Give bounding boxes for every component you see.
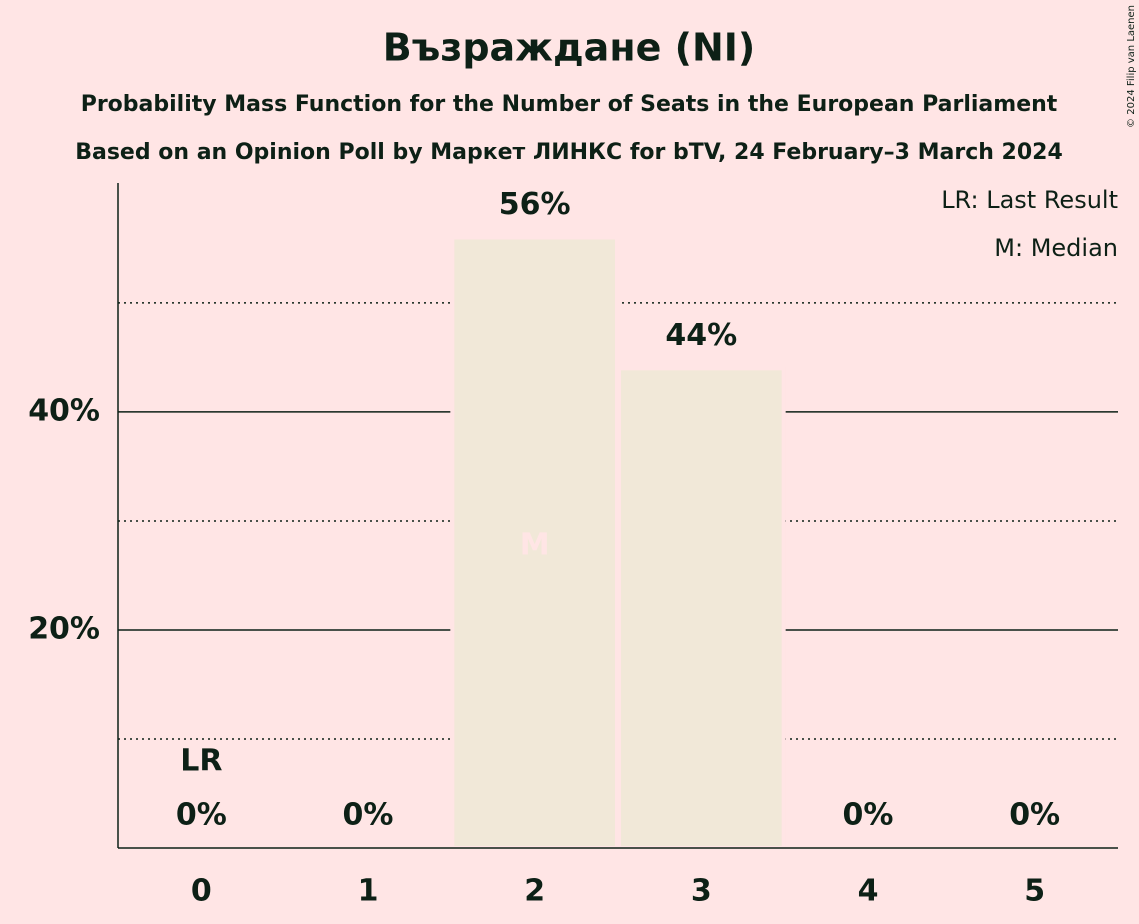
chart-subtitle: Probability Mass Function for the Number… (81, 92, 1058, 117)
x-tick-label: 1 (358, 874, 379, 909)
y-tick-label: 20% (28, 611, 100, 646)
last-result-label: LR (180, 744, 222, 779)
chart-title: Възраждане (NI) (383, 26, 756, 70)
legend-entry: M: Median (994, 234, 1118, 262)
median-label: M (520, 527, 550, 562)
x-tick-label: 4 (858, 874, 879, 909)
legend-entry: LR: Last Result (941, 186, 1118, 214)
bar (617, 366, 786, 850)
value-label: 0% (343, 798, 394, 833)
x-tick-label: 2 (524, 874, 545, 909)
value-label: 0% (1009, 798, 1060, 833)
value-label: 44% (665, 318, 737, 353)
x-tick-label: 0 (191, 874, 212, 909)
x-tick-label: 3 (691, 874, 712, 909)
chart-subtitle: Based on an Opinion Poll by Маркет ЛИНКС… (75, 140, 1063, 165)
value-label: 56% (499, 187, 571, 222)
value-label: 0% (843, 798, 894, 833)
y-tick-label: 40% (28, 393, 100, 428)
credit: © 2024 Filip van Laenen (1126, 5, 1137, 128)
bar (450, 235, 620, 851)
x-tick-label: 5 (1024, 874, 1045, 909)
value-label: 0% (176, 798, 227, 833)
